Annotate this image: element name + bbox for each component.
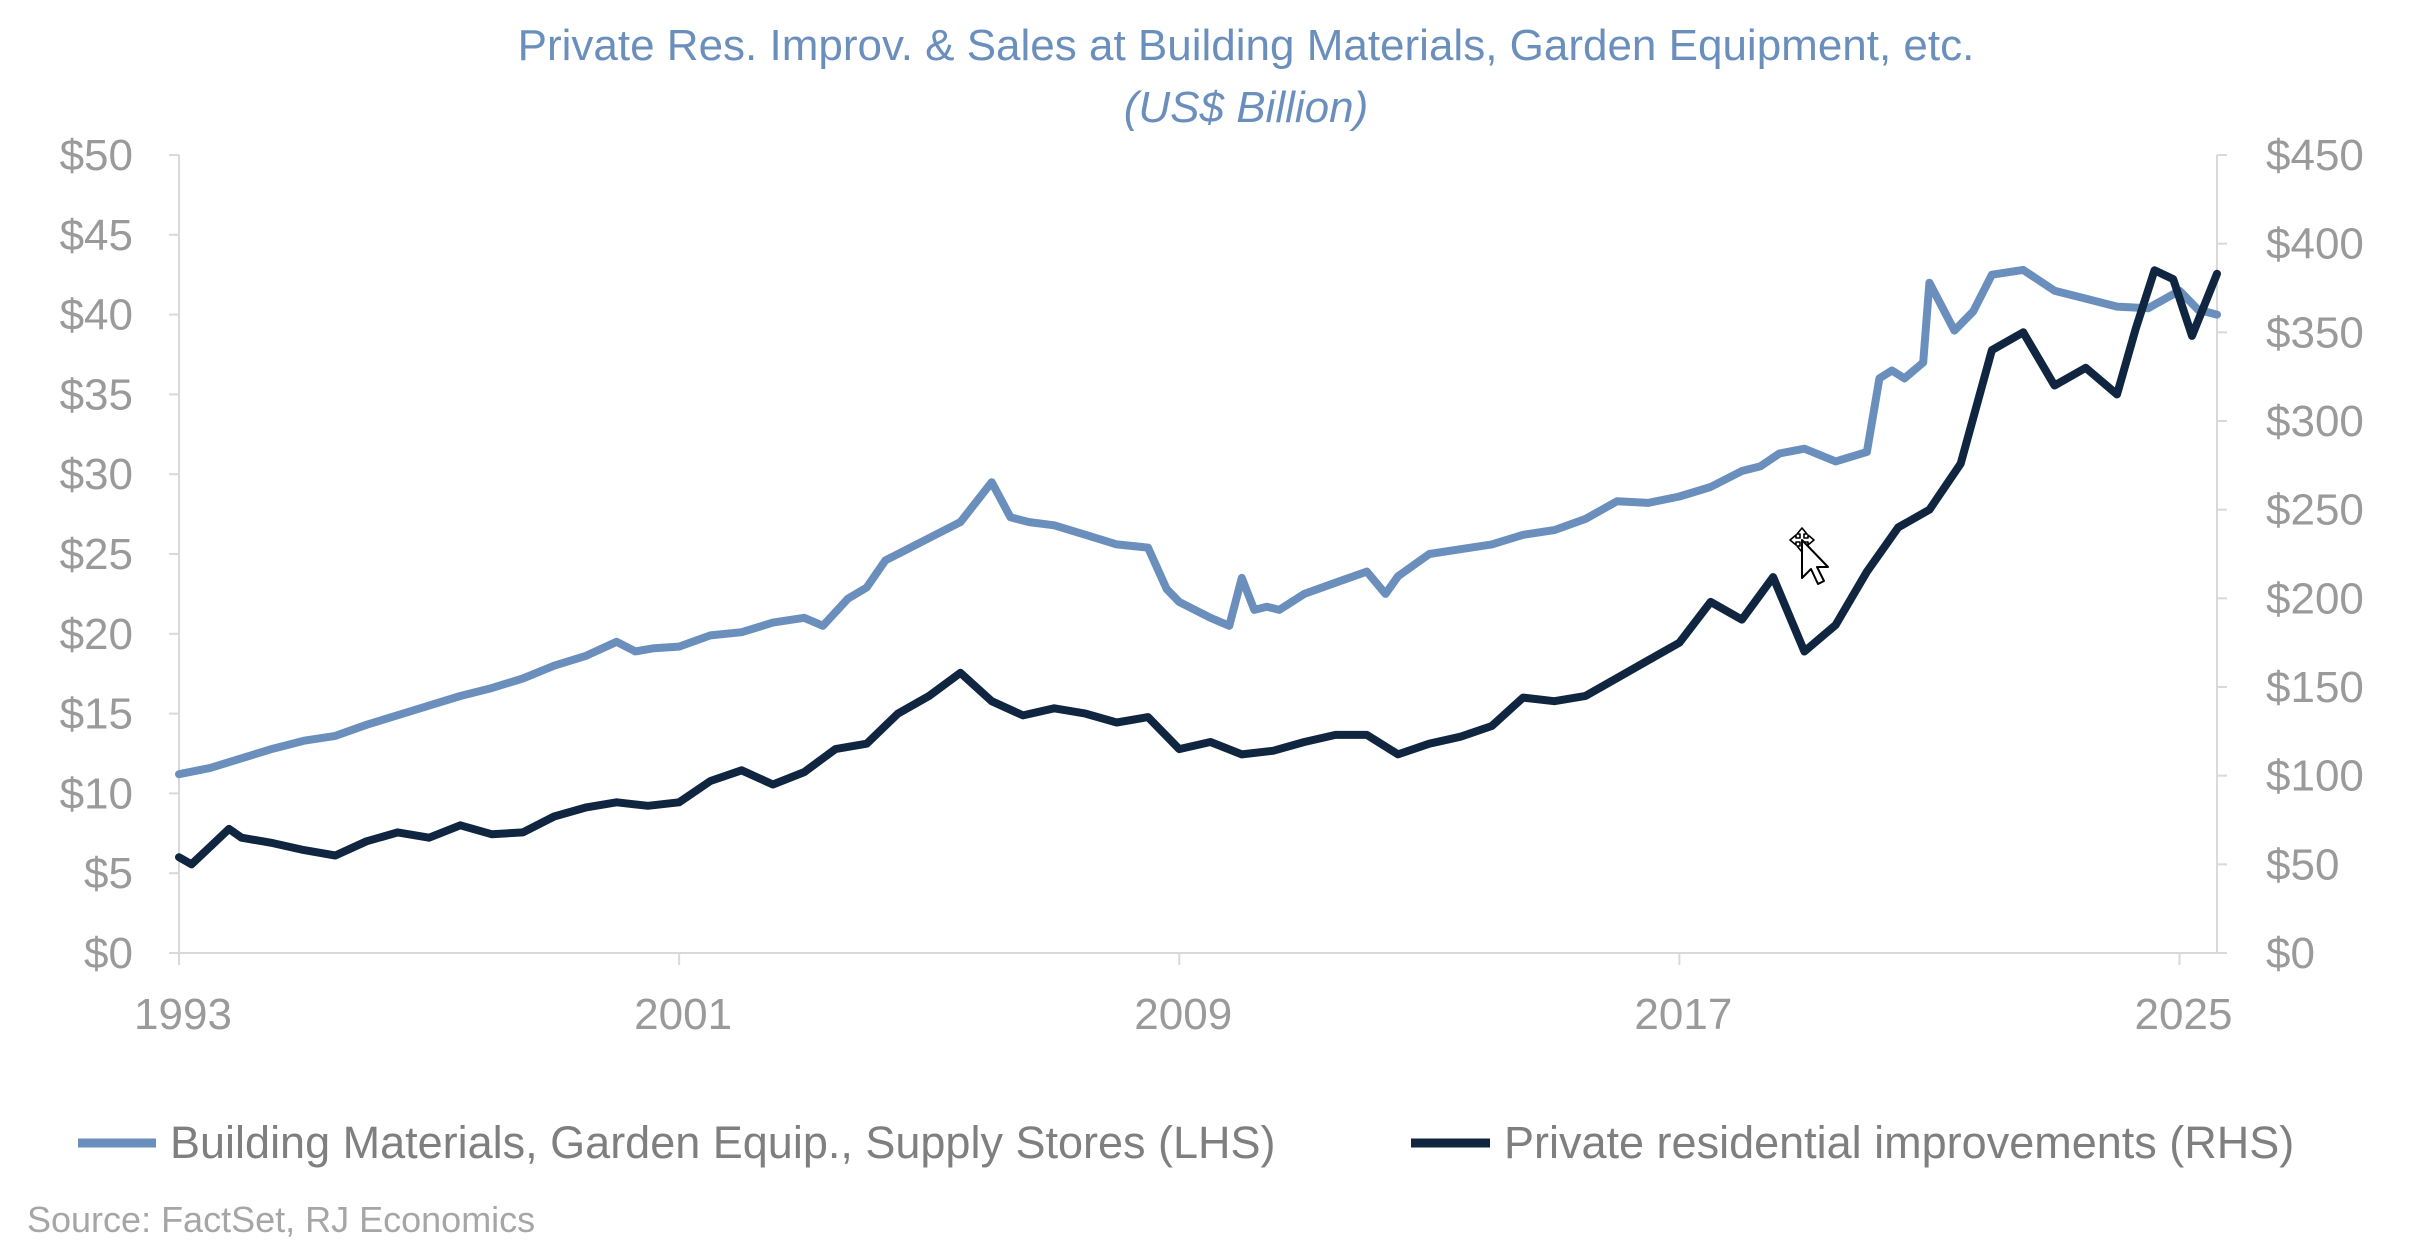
right-tick-label: $100: [2266, 752, 2364, 801]
right-axis-ticks: $0 $50 $100 $150 $200 $250 $300 $350 $400 $450: [2217, 131, 2364, 978]
right-tick-label: $450: [2266, 131, 2364, 180]
right-tick-label: $50: [2266, 840, 2339, 889]
right-tick-label: $250: [2266, 486, 2364, 535]
legend-label-rhs: Private residential improvements (RHS): [1504, 1117, 2294, 1168]
right-tick-label: $400: [2266, 220, 2364, 269]
right-tick-label: $300: [2266, 397, 2364, 446]
series-line-rhs: [175, 266, 2221, 869]
chart-subtitle: (US$ Billion): [1124, 83, 1369, 132]
cursor-move-icon: [1789, 527, 1829, 585]
x-tick-label: 1993: [134, 990, 232, 1039]
series-lines: [175, 265, 2221, 869]
left-tick-label: $10: [60, 769, 133, 818]
left-tick-label: $5: [84, 849, 133, 898]
x-tick-label: 2001: [634, 990, 732, 1039]
left-tick-label: $40: [60, 291, 133, 340]
left-tick-label: $45: [60, 211, 133, 260]
legend: Building Materials, Garden Equip., Suppl…: [78, 1117, 2294, 1168]
x-axis-ticks: 1993 2001 2009 2017 2025: [134, 953, 2232, 1039]
left-tick-label: $30: [60, 450, 133, 499]
right-tick-label: $0: [2266, 929, 2315, 978]
left-tick-label: $0: [84, 929, 133, 978]
x-tick-label: 2025: [2135, 990, 2233, 1039]
right-tick-label: $350: [2266, 308, 2364, 357]
left-tick-label: $15: [60, 690, 133, 739]
series-line-lhs: [175, 265, 2221, 779]
left-tick-label: $35: [60, 370, 133, 419]
left-tick-label: $50: [60, 131, 133, 180]
left-axis-ticks: $0 $5 $10 $15 $20 $25 $30 $35 $40 $45 $50: [60, 131, 179, 978]
right-tick-label: $150: [2266, 663, 2364, 712]
legend-label-lhs: Building Materials, Garden Equip., Suppl…: [170, 1117, 1276, 1168]
chart-title: Private Res. Improv. & Sales at Building…: [518, 21, 1975, 70]
left-tick-label: $20: [60, 610, 133, 659]
source-note: Source: FactSet, RJ Economics: [27, 1199, 535, 1240]
x-tick-label: 2017: [1634, 990, 1732, 1039]
right-tick-label: $200: [2266, 574, 2364, 623]
x-tick-label: 2009: [1134, 990, 1232, 1039]
left-tick-label: $25: [60, 530, 133, 579]
